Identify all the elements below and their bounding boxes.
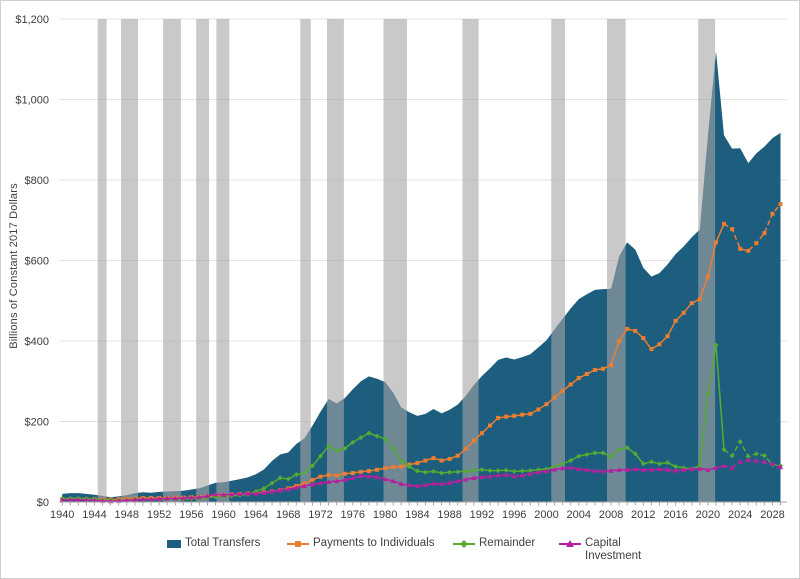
y-tick-label: $0 [37,497,49,509]
x-tick-label: 2000 [534,509,558,521]
x-axis-labels: 1940 1944 1948 1952 1956 1960 1964 1968 1972 1976… [50,509,785,521]
y-tick-label: $200 [25,417,49,429]
x-axis [59,501,787,506]
legend-item-remainder: Remainder [453,537,535,550]
y-tick-label: $1,200 [15,14,49,26]
x-tick-label: 1988 [437,509,461,521]
total-transfers-area [62,51,781,502]
y-tick-label: $1,000 [15,95,49,107]
capital-investment-line-group [59,457,784,504]
x-tick-label: 1956 [179,509,203,521]
legend-item-payments-to-individuals: Payments to Individuals [287,537,434,550]
legend-item-total-transfers: Total Transfers [167,537,260,550]
y-axis-labels: $0 $200 $400 $600 $800 $1,000 $1,200 [15,14,49,509]
y-tick-label: $400 [25,336,49,348]
transfers-chart-canvas: 1940 1944 1948 1952 1956 1960 1964 1968 1972 1976… [15,14,787,521]
x-tick-label: 1984 [405,509,429,521]
x-tick-label: 2012 [631,509,655,521]
capital-investment-line-swatch-icon [559,540,581,547]
legend-label-capital-investment: Capital Investment [585,537,642,562]
x-tick-label: 1976 [341,509,365,521]
legend-label-payments-to-individuals: Payments to Individuals [313,537,435,549]
legend-label-total-transfers: Total Transfers [185,537,261,549]
remainder-line-group [59,342,784,503]
y-axis-title-text: Billions of Constant 2017 Dollars [8,183,21,349]
x-tick-label: 1992 [470,509,494,521]
x-tick-label: 2008 [599,509,623,521]
legend-item-capital-investment: Capital Investment [559,537,647,563]
recession-bands [97,19,716,502]
remainder-line-swatch-icon [453,540,475,548]
x-tick-label: 1980 [373,509,397,521]
x-tick-label: 2004 [567,509,591,521]
payments-line-swatch-icon [287,541,309,547]
x-tick-label: 1952 [147,509,171,521]
x-tick-label: 1960 [211,509,235,521]
x-tick-label: 1964 [244,509,268,521]
x-tick-label: 1944 [82,509,106,521]
x-tick-label: 1968 [276,509,300,521]
y-tick-label: $800 [25,175,49,187]
legend-label-remainder: Remainder [479,537,536,549]
x-tick-label: 2016 [663,509,687,521]
x-tick-label: 1972 [308,509,332,521]
x-tick-label: 1996 [502,509,526,521]
total-transfers-swatch-icon [167,540,181,548]
y-axis-title: Billions of Constant 2017 Dollars [3,1,25,531]
x-tick-label: 2024 [728,509,752,521]
x-tick-label: 2020 [696,509,720,521]
y-tick-label: $600 [25,256,49,268]
total-transfers-area-group [62,51,781,502]
x-tick-label: 1948 [115,509,139,521]
x-tick-label: 1940 [50,509,74,521]
chart-legend: Total Transfers Payments to Individuals … [1,533,799,577]
x-tick-label: 2028 [760,509,784,521]
